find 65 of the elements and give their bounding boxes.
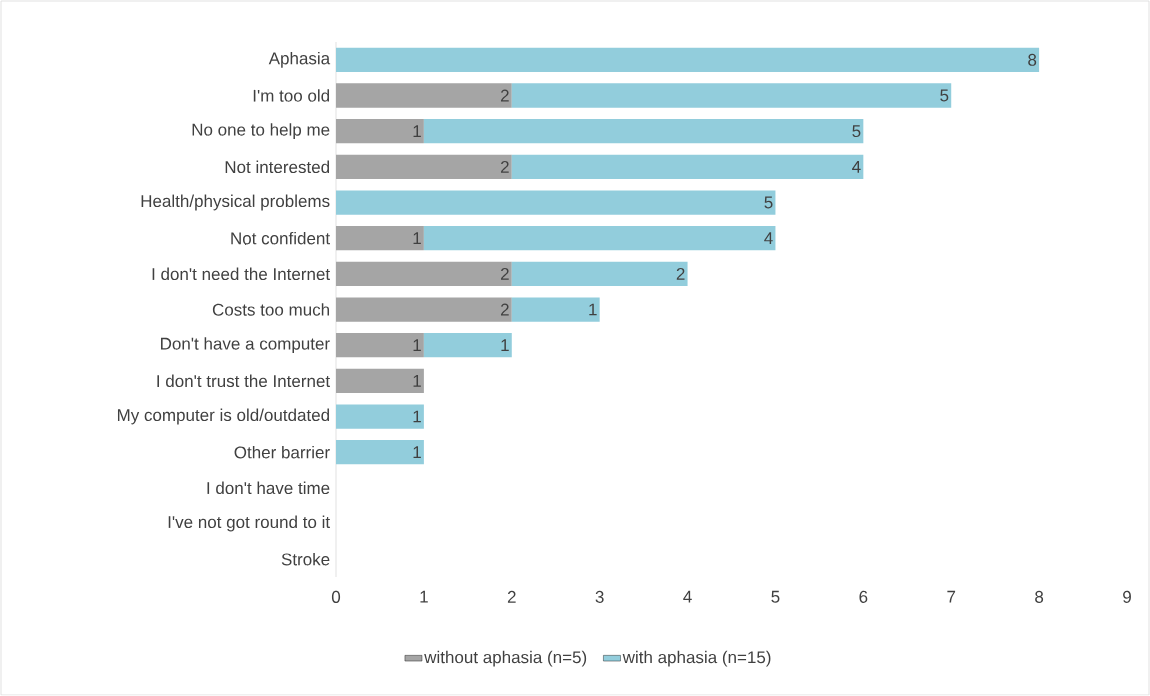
bar (423, 226, 776, 251)
x-tick-label: 4 (683, 590, 692, 603)
data-label: 8 (1028, 53, 1037, 66)
y-tick-label: I'm too old (253, 89, 330, 102)
x-tick-label: 1 (420, 590, 428, 603)
y-tick-label: Not confident (231, 231, 330, 245)
bar (511, 297, 600, 322)
data-label: 1 (413, 446, 421, 459)
y-tick-label: Don't have a computer (161, 337, 330, 354)
bar (336, 297, 512, 322)
y-tick-label: Not interested (225, 160, 330, 174)
y-tick-label: Other barrier (234, 445, 330, 459)
data-label: 1 (413, 339, 421, 352)
x-tick-label: 9 (1123, 590, 1131, 603)
bar (336, 440, 424, 465)
data-label: 2 (676, 267, 685, 280)
y-tick-label: I've not got round to it (168, 515, 330, 532)
x-tick-label: 7 (947, 590, 956, 603)
bar (511, 261, 688, 286)
data-label: 2 (500, 267, 509, 280)
data-label: 2 (500, 160, 509, 173)
data-label: 5 (764, 196, 773, 209)
x-tick-label: 5 (771, 590, 780, 603)
data-label: 1 (413, 374, 421, 387)
y-tick-label: I don't need the Internet (152, 267, 330, 281)
bar (336, 190, 776, 215)
data-label: 1 (413, 125, 421, 138)
data-label: 5 (940, 89, 949, 102)
data-label: 1 (413, 410, 421, 423)
bar (336, 226, 424, 251)
y-tick-label: Stroke (281, 552, 330, 566)
bar (336, 119, 424, 144)
legend-label: without aphasia (n=5) (424, 650, 587, 667)
data-label: 4 (852, 160, 861, 173)
legend-label: with aphasia (n=15) (622, 650, 771, 667)
data-label: 5 (852, 125, 861, 138)
bar (336, 154, 512, 179)
bar (336, 333, 424, 358)
bar (423, 333, 512, 358)
x-tick-label: 6 (859, 590, 868, 603)
data-label: 1 (413, 232, 421, 245)
bar (511, 83, 952, 108)
x-tick-label: 8 (1035, 590, 1044, 603)
y-tick-label: My computer is old/outdated (117, 408, 330, 425)
x-tick-label: 3 (595, 590, 604, 603)
y-tick-label: Costs too much (212, 303, 330, 316)
x-tick-label: 0 (331, 590, 341, 603)
y-tick-label: Aphasia (268, 51, 331, 68)
y-tick-label: I don't have time (207, 481, 330, 495)
data-label: 1 (501, 339, 509, 352)
bar (336, 47, 1040, 72)
bar (336, 83, 512, 108)
y-tick-label: No one to help me (192, 123, 330, 140)
data-label: 1 (589, 303, 597, 316)
bar (336, 368, 424, 393)
y-tick-label: I don't trust the Internet (157, 374, 330, 388)
x-tick-label: 2 (507, 590, 516, 603)
y-tick-label: Health/physical problems (141, 194, 330, 211)
bar (423, 119, 864, 144)
bar (511, 154, 864, 179)
bar (336, 261, 512, 286)
data-label: 4 (764, 232, 773, 245)
bar (336, 404, 424, 429)
data-label: 2 (500, 303, 509, 316)
data-label: 2 (500, 89, 509, 102)
